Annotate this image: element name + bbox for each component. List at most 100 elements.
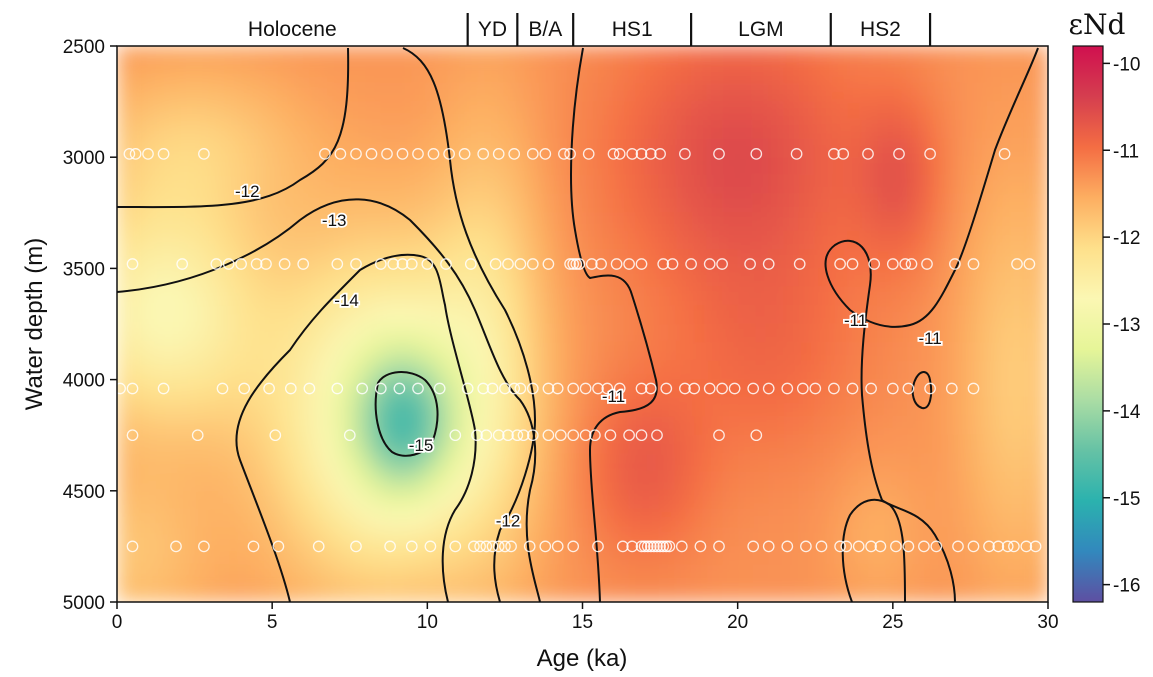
heatmap-cell <box>117 156 134 177</box>
heatmap-cell <box>504 230 521 251</box>
heatmap-cell <box>566 82 583 103</box>
heatmap-cell <box>117 212 134 232</box>
heatmap-cell <box>473 138 490 158</box>
heatmap-cell <box>147 175 165 195</box>
heatmap-cell <box>519 193 537 214</box>
heatmap-cell <box>380 453 397 473</box>
heatmap-cell <box>488 101 506 121</box>
heatmap-cell <box>442 379 459 399</box>
heatmap-cell <box>349 212 366 232</box>
sample-point <box>893 148 905 160</box>
heatmap-cell <box>985 82 1002 103</box>
heatmap-cell <box>457 156 475 177</box>
heatmap-cell <box>535 342 552 362</box>
heatmap-cell <box>830 323 847 344</box>
heatmap-cell <box>644 564 661 584</box>
heatmap-cell <box>550 360 568 381</box>
heatmap-cell <box>473 119 490 140</box>
heatmap-cell <box>923 230 940 251</box>
heatmap-cell <box>178 453 196 473</box>
heatmap-cell <box>163 360 180 381</box>
sample-point <box>508 382 521 395</box>
heatmap-cell <box>550 230 568 251</box>
heatmap-cell <box>861 360 878 381</box>
heatmap-cell <box>628 490 646 510</box>
heatmap-cell <box>644 193 661 214</box>
sample-point <box>890 540 902 553</box>
heatmap-cell <box>876 582 894 602</box>
heatmap-cell <box>287 82 304 103</box>
heatmap-cell <box>845 397 863 418</box>
heatmap-cell <box>147 64 165 84</box>
contour-line-15 <box>374 371 439 457</box>
heatmap-cell <box>845 267 863 288</box>
heatmap-cell <box>892 342 909 362</box>
heatmap-cell <box>380 64 397 84</box>
heatmap-cell <box>271 64 289 84</box>
heatmap-cell <box>395 304 413 325</box>
heatmap-cell <box>1000 360 1018 381</box>
heatmap-cell <box>721 138 739 158</box>
heatmap-cell <box>349 323 366 344</box>
heatmap-cell <box>395 453 413 473</box>
sample-point <box>449 429 462 442</box>
heatmap-cell <box>566 453 583 473</box>
sample-point <box>623 258 635 270</box>
heatmap-cell <box>845 156 863 177</box>
heatmap-cell <box>1016 508 1033 529</box>
heatmap-cell <box>256 471 273 492</box>
heatmap-cell <box>550 508 568 529</box>
heatmap-cell <box>876 249 894 269</box>
heatmap-cell <box>535 434 552 455</box>
heatmap-cell <box>194 564 211 584</box>
heatmap-cell <box>194 230 211 251</box>
heatmap-cell <box>892 230 909 251</box>
heatmap-cell <box>659 230 677 251</box>
heatmap-cell <box>225 156 242 177</box>
heatmap-cell <box>1031 64 1048 84</box>
heatmap-cell <box>969 286 987 306</box>
heatmap-cell <box>861 267 878 288</box>
heatmap-cell <box>799 156 816 177</box>
heatmap-cell <box>1000 249 1018 269</box>
heatmap-cell <box>597 527 615 547</box>
heatmap-cell <box>721 286 739 306</box>
heatmap-cell <box>1000 230 1018 251</box>
heatmap-cell <box>209 267 227 288</box>
heatmap-cell <box>814 453 832 473</box>
heatmap-cell <box>411 323 428 344</box>
heatmap-cell <box>380 490 397 510</box>
heatmap-cell <box>271 379 289 399</box>
heatmap-cell <box>1031 342 1048 362</box>
heatmap-cell <box>240 138 258 158</box>
heatmap-cell <box>675 304 692 325</box>
heatmap-cell <box>783 138 801 158</box>
heatmap-cell <box>535 286 552 306</box>
heatmap-cell <box>644 230 661 251</box>
heatmap-cell <box>752 360 770 381</box>
heatmap-cell <box>333 193 351 214</box>
heatmap-cell <box>442 564 459 584</box>
heatmap-cell <box>768 582 785 602</box>
heatmap-cell <box>721 490 739 510</box>
heatmap-cell <box>582 156 599 177</box>
heatmap-cell <box>675 175 692 195</box>
sample-point <box>918 540 930 553</box>
heatmap-cell <box>442 416 459 436</box>
heatmap-cell <box>117 267 134 288</box>
heatmap-cell <box>504 119 521 140</box>
sample-point <box>157 382 170 395</box>
heatmap-cell <box>752 193 770 214</box>
heatmap-cell <box>892 304 909 325</box>
heatmap-cell <box>1016 434 1033 455</box>
heatmap-cell <box>287 508 304 529</box>
heatmap-cell <box>457 46 475 66</box>
sample-point <box>176 258 189 270</box>
y-tick-label: 3000 <box>63 148 105 169</box>
heatmap-cell <box>1000 397 1018 418</box>
heatmap-cell <box>349 582 366 602</box>
heatmap-cell <box>178 64 196 84</box>
heatmap-cell <box>659 156 677 177</box>
heatmap-cell <box>225 360 242 381</box>
sample-point <box>126 540 139 553</box>
